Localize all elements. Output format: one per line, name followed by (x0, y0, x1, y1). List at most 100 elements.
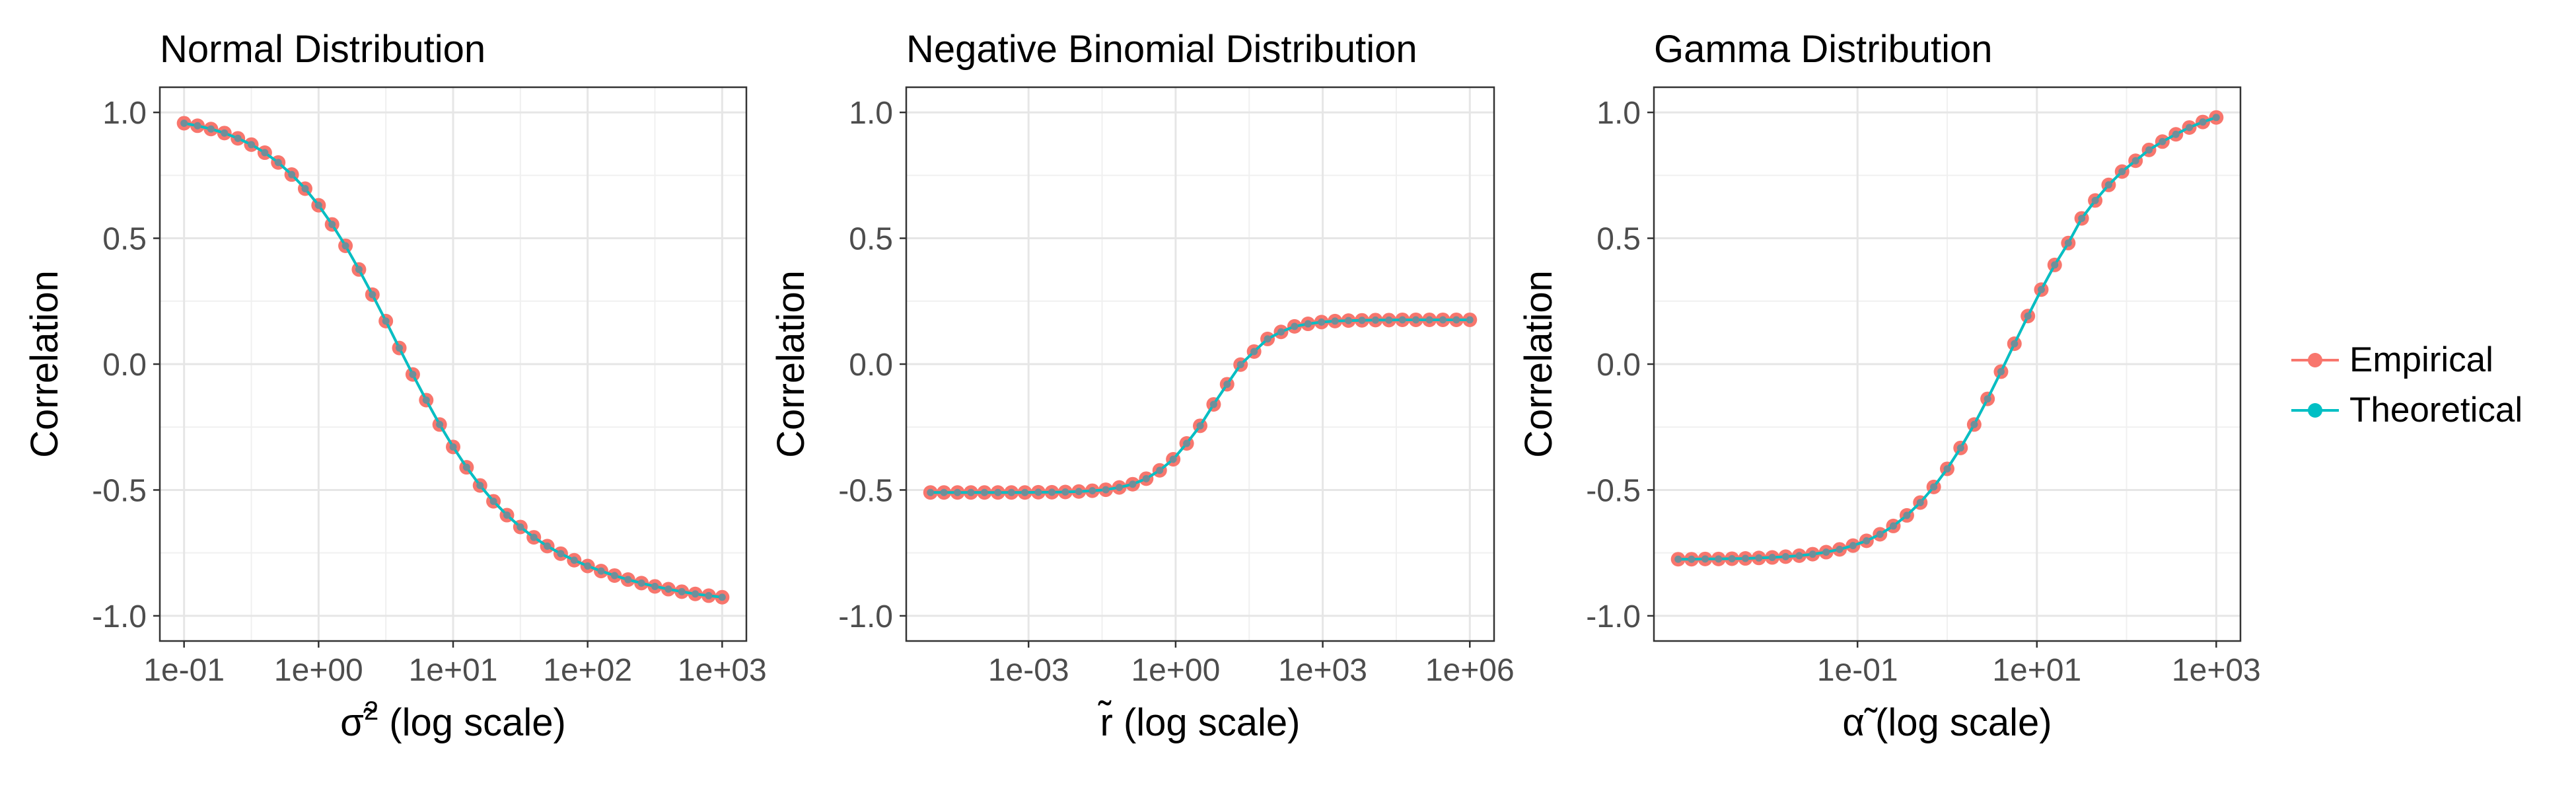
point-theoretical (980, 488, 988, 496)
point-theoretical (2212, 114, 2220, 122)
point-theoretical (1331, 317, 1339, 325)
point-theoretical (1021, 488, 1029, 496)
point-theoretical (1048, 488, 1056, 496)
x-tick-label: 1e+03 (678, 653, 767, 688)
y-tick-label: -1.0 (92, 599, 147, 634)
point-theoretical (476, 482, 484, 490)
y-tick-label: 1.0 (1596, 96, 1641, 131)
point-theoretical (1007, 488, 1015, 496)
point-theoretical (1358, 317, 1366, 324)
y-tick-label: 0.5 (849, 222, 893, 257)
point-theoretical (1452, 316, 1460, 324)
point-theoretical (1984, 395, 1991, 403)
point-theoretical (718, 593, 726, 601)
point-theoretical (517, 523, 524, 531)
x-tick-label: 1e-01 (1817, 653, 1898, 688)
point-theoretical (1701, 555, 1709, 563)
x-tick-label: 1e+03 (1278, 653, 1367, 688)
data-layer (1670, 110, 2224, 567)
y-tick-label: -1.0 (1586, 599, 1641, 634)
point-theoretical (462, 463, 470, 471)
point-theoretical (301, 185, 309, 193)
panel-2: -1.0 -0.5 0.0 0.5 1.0 1e-03 1e+00 1e+03 1e+06 Neg… (769, 28, 1515, 744)
point-theoretical (1849, 542, 1857, 550)
point-theoretical (1863, 537, 1871, 545)
point-theoretical (221, 129, 229, 137)
panel-3: -1.0 -0.5 0.0 0.5 1.0 1e-01 1e+01 1e+03 Gamma Di… (1517, 28, 2261, 744)
point-theoretical (1209, 400, 1217, 408)
point-theoretical (1318, 318, 1326, 326)
point-theoretical (1304, 320, 1312, 328)
point-theoretical (1728, 554, 1736, 562)
y-tick-label: -0.5 (1586, 473, 1641, 508)
x-tick-label: 1e+00 (1131, 653, 1220, 688)
point-theoretical (1236, 361, 1244, 369)
legend-item-empirical: Empirical (2289, 338, 2566, 389)
point-theoretical (664, 585, 672, 593)
point-theoretical (940, 488, 948, 496)
point-theoretical (994, 488, 1002, 496)
point-theoretical (1142, 474, 1150, 482)
point-theoretical (1943, 465, 1951, 472)
point-theoretical (1768, 554, 1776, 562)
x-axis-label-text: (log scale) (1865, 701, 2052, 744)
y-tick-label: 0.0 (102, 348, 147, 383)
point-theoretical (1674, 555, 1682, 563)
point-theoretical (1345, 317, 1353, 324)
point-theoretical (2104, 181, 2112, 189)
point-theoretical (1930, 483, 1938, 491)
point-theoretical (1250, 348, 1258, 356)
x-axis-label-symbol: r̃ (1098, 700, 1113, 744)
y-tick-label: 0.5 (1596, 222, 1641, 257)
data-layer (176, 116, 730, 605)
point-theoretical (1688, 555, 1696, 563)
panel-1: -1.0 -0.5 0.0 0.5 1.0 1e-01 1e+00 1e+01 1e+02 1e+… (23, 28, 767, 744)
point-theoretical (2118, 168, 2126, 176)
point-theoretical (369, 291, 376, 299)
point-theoretical (1956, 444, 1964, 452)
point-theoretical (1876, 530, 1884, 538)
point-theoretical (449, 443, 457, 451)
point-theoretical (288, 170, 296, 178)
y-tick-label: 1.0 (102, 96, 147, 131)
y-tick-label: 0.0 (849, 348, 893, 383)
point-theoretical (1412, 316, 1420, 324)
point-theoretical (1075, 488, 1083, 496)
point-theoretical (927, 488, 935, 496)
point-theoretical (355, 266, 363, 274)
point-theoretical (1061, 488, 1069, 496)
x-tick-label: 1e+01 (1992, 653, 2081, 688)
point-theoretical (1836, 545, 1843, 553)
point-theoretical (261, 149, 269, 157)
point-theoretical (2131, 157, 2139, 165)
point-theoretical (637, 579, 645, 587)
point-theoretical (1034, 488, 1042, 496)
y-tick-label: 0.5 (102, 222, 147, 257)
point-theoretical (422, 396, 430, 404)
y-axis-label: Correlation (1517, 270, 1560, 458)
point-theoretical (489, 498, 497, 506)
legend-item-theoretical: Theoretical (2289, 389, 2566, 439)
legend-key-empirical (2291, 353, 2339, 367)
point-theoretical (2037, 285, 2045, 293)
point-theoretical (1277, 328, 1285, 336)
point-theoretical (1997, 367, 2005, 375)
point-theoretical (1903, 511, 1911, 519)
point-theoretical (678, 587, 686, 595)
point-theoretical (503, 511, 511, 519)
y-tick-label: 1.0 (849, 96, 893, 131)
point-theoretical (1889, 522, 1897, 530)
legend: Empirical Theoretical (2289, 338, 2566, 439)
point-theoretical (1291, 322, 1299, 330)
point-theoretical (180, 119, 188, 127)
point-theoretical (234, 134, 242, 142)
x-axis-label: σ̃2 (log scale) (340, 697, 566, 744)
point-theoretical (1781, 552, 1789, 560)
x-tick-label: 1e+00 (274, 653, 363, 688)
point-theoretical (2172, 130, 2180, 138)
y-tick-label: -1.0 (838, 599, 893, 634)
x-axis-label-text: (log scale) (378, 701, 566, 744)
point-theoretical (544, 542, 552, 550)
point-theoretical (1439, 316, 1447, 324)
